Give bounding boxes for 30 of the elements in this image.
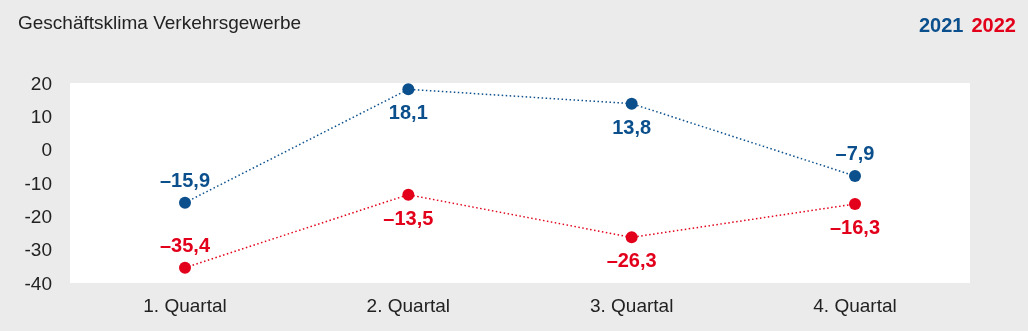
point	[179, 261, 191, 274]
y-tick-label: 10	[30, 106, 52, 128]
x-tick-label: 1. Quartal	[143, 295, 227, 317]
data-label: –15,9	[159, 168, 211, 191]
data-label: –7,9	[835, 142, 875, 164]
text: 2022	[971, 14, 1016, 37]
x-tick-label: 4. Quartal	[813, 295, 897, 317]
point	[625, 231, 638, 244]
y-tick-label: -40	[24, 272, 52, 294]
point	[625, 97, 638, 110]
point	[849, 170, 861, 182]
data-label: 18,1	[388, 101, 428, 124]
y-tick-label: 0	[41, 139, 52, 161]
data-label: 13,8	[612, 115, 652, 138]
chart-title: Geschäftsklima Verkehrsgewerbe	[18, 12, 302, 34]
x-tick-label: 2. Quartal	[366, 295, 451, 317]
point	[179, 196, 191, 209]
text: 2021	[919, 14, 964, 37]
y-tick-label: -30	[24, 239, 52, 261]
point	[402, 188, 415, 201]
y-tick-label: -20	[24, 206, 52, 228]
point	[402, 83, 415, 96]
x-tick-label: 3. Quartal	[589, 295, 674, 317]
y-tick-label: 20	[30, 72, 52, 94]
data-label: –35,4	[159, 233, 211, 256]
y-tick-label: -10	[24, 172, 52, 194]
data-label: –16,3	[829, 216, 881, 238]
data-label: –26,3	[606, 249, 657, 272]
data-label: –13,5	[383, 206, 434, 229]
point	[849, 198, 861, 210]
